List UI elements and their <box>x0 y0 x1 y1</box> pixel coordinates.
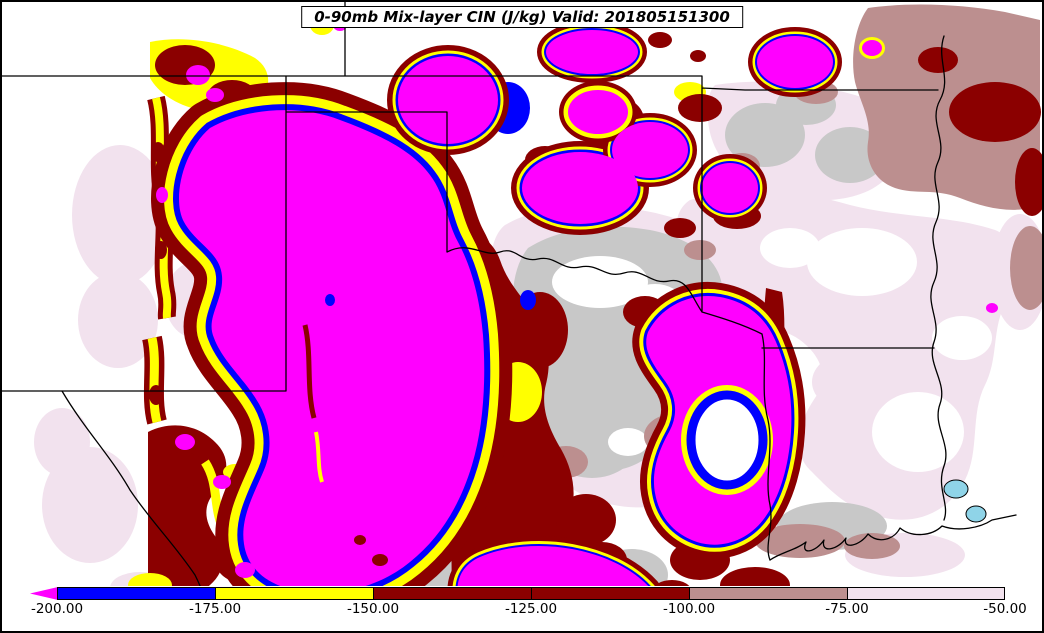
colorbar-tick-label: -75.00 <box>825 601 869 617</box>
colorbar-segment-175-150 <box>215 587 374 600</box>
cin-fill-weak-palepink <box>42 447 138 563</box>
cin-fill-white-holes-right <box>872 392 964 472</box>
cin-fill-weak-palepink <box>72 145 168 285</box>
lakes <box>943 479 969 499</box>
cin-darkred-accents <box>648 32 672 48</box>
cin-fill-magenta <box>546 30 638 74</box>
cin-fill-magenta <box>235 562 255 578</box>
cin-fill-yellow <box>128 573 172 586</box>
cin-fill-magenta <box>398 56 498 144</box>
cin-fill-magenta <box>250 506 266 518</box>
cin-contour-map <box>0 0 1044 586</box>
colorbar-segment-below-200 <box>30 587 58 600</box>
cin-fill-darkred <box>654 580 690 586</box>
cin-fill-weak-palepink <box>78 272 158 368</box>
cin-texture-accents <box>302 294 388 566</box>
gulf-coastline <box>769 514 1017 561</box>
colorbar-tick-label: -150.00 <box>346 601 400 617</box>
cin-hole-in-magenta <box>691 395 763 485</box>
cin-fill-white-holes-right <box>807 228 917 296</box>
cin-darkred-accents <box>155 241 167 259</box>
cin-darkred-accents <box>664 218 696 238</box>
cin-texture-accents <box>325 294 335 306</box>
cin-fill-magenta <box>186 65 210 85</box>
colorbar-segment-100-75 <box>689 587 848 600</box>
cin-fill-darkred <box>918 47 958 73</box>
cin-texture-accents <box>302 324 317 419</box>
cin-fill-gray <box>815 127 885 183</box>
cin-fill-rosybrown <box>684 240 716 260</box>
cin-fill-magenta <box>568 90 628 134</box>
cin-fill-magenta <box>156 19 998 586</box>
cin-fill-rosybrown <box>1010 226 1044 310</box>
cin-fill-magenta <box>175 434 195 450</box>
cin-fill-white-holes-center <box>608 428 648 456</box>
cin-fill-rosybrown <box>755 524 845 558</box>
cin-fill-magenta <box>757 36 833 88</box>
cin-hole-in-magenta <box>691 395 763 485</box>
colorbar-tick-label: -200.00 <box>30 601 84 617</box>
colorbar-segment-150-125 <box>373 587 532 600</box>
cin-fill-darkred <box>949 82 1041 142</box>
colorbar-tick-label: -100.00 <box>662 601 716 617</box>
cin-fill-weak-palepink <box>34 408 90 476</box>
cin-fill-blue <box>520 290 536 310</box>
cin-fill-yellow <box>147 337 162 424</box>
colorbar-tick-labels: -200.00 -175.00 -150.00 -125.00 -100.00 … <box>30 601 1027 621</box>
lakes <box>943 479 987 523</box>
cin-texture-accents <box>354 535 366 545</box>
cin-fill-darkred <box>512 292 568 368</box>
colorbar-segment-125-100 <box>531 587 690 600</box>
cin-fill-darkred <box>556 494 616 546</box>
lakes <box>965 505 987 523</box>
cin-fill-magenta <box>612 122 688 178</box>
cin-fill-magenta <box>156 187 168 203</box>
cin-fill-white-holes-right <box>932 316 992 360</box>
colorbar-segment-75-50 <box>847 587 1005 600</box>
colorbar-segment-200-175 <box>57 587 216 600</box>
cin-fill-magenta <box>986 303 998 313</box>
cin-fill-weak-palepink <box>812 352 892 412</box>
cin-fill-magenta <box>206 88 224 102</box>
cin-fill-darkred <box>157 452 207 488</box>
cin-texture-accents <box>372 554 388 566</box>
cin-fill-magenta <box>702 163 758 213</box>
cin-fill-darkred <box>720 567 790 586</box>
cin-darkred-accents <box>690 50 706 62</box>
cin-fill-white-holes-right <box>760 228 820 268</box>
cin-fill-rosybrown <box>853 4 1040 210</box>
colorbar-tick-label: -50.00 <box>983 601 1027 617</box>
rio-grande-river <box>61 390 201 586</box>
mississippi-river <box>930 35 947 521</box>
cin-fill-magenta <box>213 475 231 489</box>
cin-darkred-accents <box>149 385 163 405</box>
colorbar-tick-label: -125.00 <box>504 601 558 617</box>
cin-fill-darkred <box>1015 148 1044 216</box>
cin-fill-white-holes-center <box>552 256 648 308</box>
colorbar-tick-label: -175.00 <box>188 601 242 617</box>
cin-fill-magenta <box>862 40 882 56</box>
colorbar <box>30 587 1005 600</box>
cin-fill-white-holes-right <box>760 228 992 472</box>
map-area <box>0 0 1044 586</box>
cin-darkred-accents <box>678 94 722 122</box>
cin-texture-accents <box>314 431 324 483</box>
cin-fill-magenta <box>303 556 327 574</box>
map-title: 0-90mb Mix-layer CIN (J/kg) Valid: 20180… <box>301 6 743 28</box>
state-borders <box>0 0 939 561</box>
